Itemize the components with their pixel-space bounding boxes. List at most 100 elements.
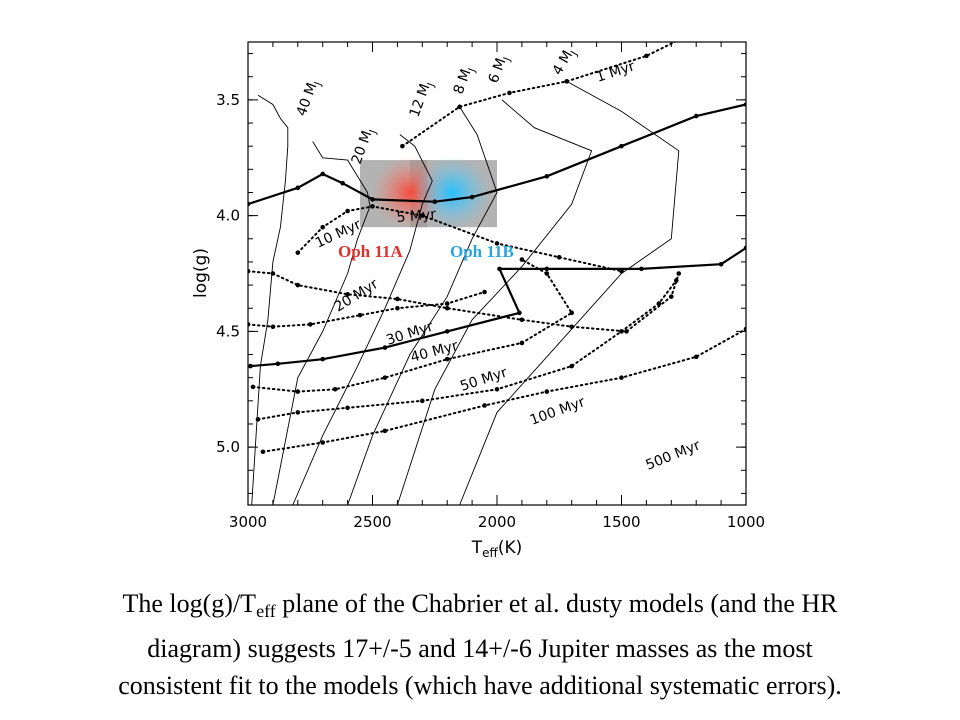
isochrone-node [556, 254, 562, 260]
isochrone-node [400, 143, 405, 149]
isochrone-label: 100 Myr [528, 394, 588, 429]
isochrone-node [432, 199, 438, 205]
isochrone-node [544, 266, 550, 272]
isochrone-node [340, 180, 345, 186]
isochrone-node [469, 194, 475, 200]
isochrone-label: 50 Myr [458, 365, 509, 395]
isochrone-node [382, 345, 388, 350]
isochrone-node [564, 79, 570, 84]
isochrone-node [382, 375, 388, 380]
x-tick-label: 1000 [727, 513, 765, 531]
y-tick-label: 4.0 [216, 207, 240, 225]
isochrone-node [718, 261, 724, 267]
isochrone-node [676, 271, 682, 276]
isochrone-node [370, 197, 375, 202]
isochrone-node [275, 361, 281, 367]
isochrone-node [619, 143, 624, 149]
isochrone-node [519, 317, 525, 323]
isochrone-node [693, 354, 699, 360]
y-axis-title: log(g) [191, 248, 211, 298]
mass-track-4mj [459, 81, 680, 505]
x-tick-label: 2500 [353, 513, 391, 531]
isochrone-label: 30 Myr [384, 319, 435, 349]
isochrone-node [295, 185, 301, 191]
isochrone-node [693, 113, 699, 119]
isochrone-label: 40 Myr [409, 338, 460, 366]
isochrone-node [457, 104, 462, 110]
x-axis-title: Teff(K) [471, 538, 522, 560]
isochrone-node [644, 53, 649, 59]
isochrone-node [320, 224, 326, 230]
isochrone-node [517, 310, 522, 316]
isochrone-node [519, 257, 525, 262]
isochrone-node [332, 386, 338, 392]
isochrone-node [250, 384, 256, 390]
isochrone-node [307, 322, 313, 327]
y-tick-label: 4.5 [216, 322, 240, 340]
isochrone-node [444, 305, 450, 311]
caption-line-1: The log(g)/Teff plane of the Chabrier et… [122, 589, 838, 621]
mass-track-label: 6 MJ [486, 53, 514, 86]
isochrone-node [295, 250, 301, 255]
y-tick-label: 3.5 [216, 91, 240, 109]
isochrone-node [260, 449, 266, 455]
isochrone-node [320, 440, 326, 445]
mass-track-20mj [272, 141, 371, 505]
isochrone-node [507, 90, 512, 96]
isochrone-node [624, 329, 629, 334]
isochrone-node [544, 389, 550, 394]
isochrone-node [686, 33, 691, 38]
isochrone-node [395, 305, 400, 311]
isochrone-node [519, 340, 525, 346]
isochrone-node [420, 398, 425, 404]
isochrone-node [320, 356, 326, 362]
isochrone-node [444, 356, 450, 362]
isochrone-node [544, 271, 550, 276]
isochrone-node [569, 324, 574, 330]
isochrone-node [270, 324, 276, 330]
oph11b-probability-blob [414, 156, 491, 229]
isochrone-node [345, 208, 350, 214]
x-tick-label: 1500 [602, 513, 640, 531]
axes-layer: 3000 2500 2000 1500 1000 3.5 4.0 4.5 5.0 [216, 42, 765, 531]
isochrone-node [494, 386, 500, 392]
isochrone-node [420, 213, 425, 218]
isochrone-node [295, 389, 301, 394]
isochrone-10-myr [296, 205, 623, 273]
isochrone-label: 20 Myr [332, 276, 382, 315]
isochrone-node [619, 375, 624, 380]
isochrone-1-myr [401, 42, 677, 148]
isochrone-20-myr [248, 270, 680, 333]
mass-track-40mj [251, 94, 289, 505]
isochrone-label: 1 Myr [594, 58, 637, 85]
oph11b-label: Oph 11B [450, 242, 514, 261]
isochrone-node [255, 417, 261, 422]
figure-caption: The log(g)/Teff plane of the Chabrier et… [20, 585, 940, 704]
isochrone-100-myr [257, 279, 678, 421]
isochrone-label: 500 Myr [644, 437, 703, 473]
isochrone-node [345, 405, 350, 411]
isochrone-node [270, 271, 276, 276]
isochrone-node [656, 301, 662, 306]
isochrone-node [639, 266, 644, 272]
isochrone-node [569, 363, 574, 369]
isochrone-node [444, 301, 450, 306]
mass-track-label: 12 MJ [407, 79, 438, 121]
x-tick-label: 2000 [478, 513, 516, 531]
caption-line-2: diagram) suggests 17+/-5 and 14+/-6 Jupi… [147, 634, 813, 663]
isochrone-node [295, 282, 301, 288]
isochrone-node [482, 289, 487, 295]
isochrone-node [395, 296, 400, 302]
isochrone-node [669, 294, 674, 299]
isochrone-node [544, 173, 550, 179]
mass-track-6mj [396, 99, 593, 505]
mass-track-label: 8 MJ [451, 64, 479, 97]
isochrone-node [382, 428, 388, 434]
isochrone-label: 5 Myr [396, 207, 437, 226]
isochrone-node [295, 410, 301, 415]
caption-line-3: consistent fit to the models (which have… [118, 671, 842, 700]
isochrone-node [673, 278, 679, 283]
mass-track-label: 4 MJ [550, 45, 581, 79]
isochrone-node [320, 171, 326, 177]
